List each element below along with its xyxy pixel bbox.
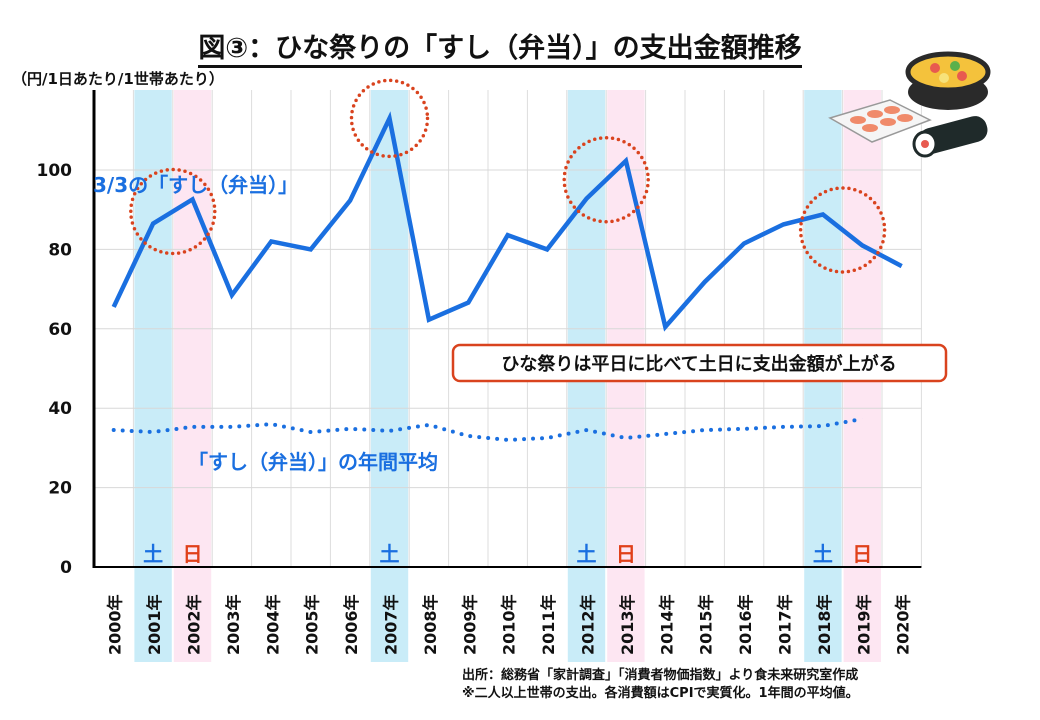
y-tick-label: 60 bbox=[48, 320, 72, 340]
x-tick-label: 2020年 bbox=[894, 594, 913, 655]
sushi-illustration bbox=[828, 51, 991, 158]
x-tick-label: 2015年 bbox=[697, 594, 716, 655]
weekday-label: 土 bbox=[577, 542, 597, 566]
sushi-tray-icon bbox=[828, 99, 932, 143]
x-tick-label: 2009年 bbox=[460, 594, 479, 655]
callout-text: ひな祭りは平日に比べて土日に支出金額が上がる bbox=[501, 353, 896, 375]
note-line: ※二人以上世帯の支出。各消費額はCPIで実質化。1年間の平均値。 bbox=[462, 686, 859, 701]
topping bbox=[939, 73, 949, 83]
x-tick-label: 2005年 bbox=[303, 594, 322, 655]
y-axis-unit-label: （円/1日あたり/1世帯あたり） bbox=[12, 70, 224, 88]
x-tick-label: 2002年 bbox=[185, 594, 204, 655]
nigiri bbox=[850, 116, 866, 124]
x-tick-label: 2004年 bbox=[263, 594, 282, 655]
topping bbox=[930, 63, 940, 73]
title-text: 図③：ひな祭りの「すし（弁当）」の支出金額推移 bbox=[198, 33, 802, 68]
highlight-circle bbox=[798, 186, 887, 274]
x-tick-label: 2011年 bbox=[539, 594, 558, 655]
callout-box bbox=[451, 343, 948, 383]
weekday-label: 日 bbox=[852, 542, 872, 566]
annual-average-line bbox=[111, 416, 865, 442]
y-tick-label: 40 bbox=[48, 399, 72, 419]
nigiri bbox=[897, 114, 913, 122]
x-tick-label: 2013年 bbox=[618, 594, 637, 655]
weekday-label: 日 bbox=[616, 542, 636, 566]
x-tick-label: 2006年 bbox=[342, 594, 361, 655]
x-tick-label: 2019年 bbox=[854, 594, 873, 655]
highlight-circle bbox=[562, 135, 650, 224]
x-tick-label: 2003年 bbox=[224, 594, 243, 655]
y-tick-label: 0 bbox=[60, 558, 72, 578]
nigiri bbox=[880, 118, 896, 126]
x-tick-label: 2014年 bbox=[657, 594, 676, 655]
weekday-label: 日 bbox=[183, 542, 203, 566]
y-tick-label: 20 bbox=[48, 479, 72, 499]
topping bbox=[957, 71, 967, 81]
ehomaki-filling bbox=[921, 140, 929, 148]
x-tick-label: 2018年 bbox=[815, 594, 834, 655]
x-tick-label: 2001年 bbox=[145, 594, 164, 655]
topping bbox=[950, 61, 960, 71]
x-tick-label: 2017年 bbox=[776, 594, 795, 655]
nigiri bbox=[862, 124, 878, 132]
series-label-march3: 3/3の「すし（弁当）」 bbox=[93, 173, 298, 197]
weekday-label: 土 bbox=[813, 542, 833, 566]
series-label-annual-average: 「すし（弁当）」の年間平均 bbox=[188, 450, 438, 474]
y-tick-label: 100 bbox=[37, 161, 73, 181]
highlight-circle bbox=[349, 78, 430, 159]
highlight-circle bbox=[129, 167, 217, 256]
nigiri bbox=[867, 110, 883, 118]
y-tick-label: 80 bbox=[48, 240, 72, 260]
nigiri bbox=[884, 106, 900, 114]
source-line: 出所：総務省「家計調査」「消費者物価指数」より食未来研究室作成 bbox=[462, 668, 859, 683]
x-tick-label: 2008年 bbox=[421, 594, 440, 655]
chart-title: 図③：ひな祭りの「すし（弁当）」の支出金額推移 bbox=[0, 26, 1000, 68]
x-tick-label: 2000年 bbox=[106, 594, 125, 655]
chirashi-sushi-icon bbox=[905, 51, 991, 93]
march3-line bbox=[111, 111, 903, 332]
weekday-label: 土 bbox=[380, 542, 400, 566]
weekday-label: 土 bbox=[143, 542, 163, 566]
x-tick-label: 2016年 bbox=[736, 594, 755, 655]
x-tick-label: 2012年 bbox=[579, 594, 598, 655]
x-tick-label: 2007年 bbox=[382, 594, 401, 655]
source-note: 出所：総務省「家計調査」「消費者物価指数」より食未来研究室作成 ※二人以上世帯の… bbox=[462, 667, 859, 703]
x-tick-label: 2010年 bbox=[500, 594, 519, 655]
